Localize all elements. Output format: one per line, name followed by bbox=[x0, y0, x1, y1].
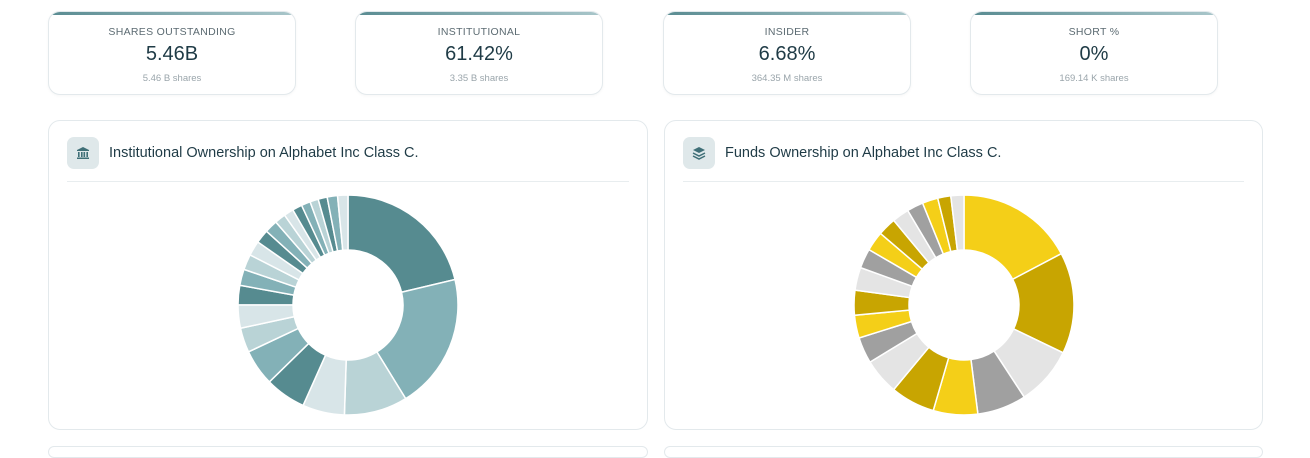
funds-donut-chart bbox=[853, 194, 1075, 416]
card-accent-bar bbox=[49, 12, 295, 15]
panel-title: Funds Ownership on Alphabet Inc Class C. bbox=[725, 145, 1002, 161]
card-accent-bar bbox=[971, 12, 1217, 15]
stat-label: INSIDER bbox=[764, 26, 810, 38]
donut-slice[interactable] bbox=[949, 194, 965, 252]
stat-card-short-percent: SHORT % 0% 169.14 K shares bbox=[970, 11, 1218, 95]
stat-value: 6.68% bbox=[758, 43, 816, 65]
card-accent-bar bbox=[356, 12, 602, 15]
panel-header: Funds Ownership on Alphabet Inc Class C. bbox=[683, 137, 1244, 182]
stat-label: INSTITUTIONAL bbox=[437, 26, 521, 38]
stat-subtext: 169.14 K shares bbox=[1059, 73, 1129, 84]
stat-label: SHARES OUTSTANDING bbox=[108, 26, 236, 38]
stat-subtext: 364.35 M shares bbox=[751, 73, 823, 84]
stat-card-shares-outstanding: SHARES OUTSTANDING 5.46B 5.46 B shares bbox=[48, 11, 296, 95]
bank-icon bbox=[67, 137, 99, 169]
funds-ownership-panel: Funds Ownership on Alphabet Inc Class C. bbox=[664, 120, 1263, 430]
stat-subtext: 3.35 B shares bbox=[449, 73, 509, 84]
stat-label: SHORT % bbox=[1068, 26, 1120, 38]
stat-value: 5.46B bbox=[145, 43, 199, 65]
institutional-donut-chart bbox=[237, 194, 459, 416]
stat-subtext: 5.46 B shares bbox=[142, 73, 202, 84]
stat-value: 0% bbox=[1079, 43, 1109, 65]
institutional-ownership-panel: Institutional Ownership on Alphabet Inc … bbox=[48, 120, 648, 430]
panel-header: Institutional Ownership on Alphabet Inc … bbox=[67, 137, 629, 182]
card-accent-bar bbox=[664, 12, 910, 15]
stat-value: 61.42% bbox=[445, 43, 513, 65]
stat-card-institutional: INSTITUTIONAL 61.42% 3.35 B shares bbox=[355, 11, 603, 95]
donut-slice[interactable] bbox=[347, 194, 456, 294]
stat-card-insider: INSIDER 6.68% 364.35 M shares bbox=[663, 11, 911, 95]
panel-title: Institutional Ownership on Alphabet Inc … bbox=[109, 145, 419, 161]
donut-slice[interactable] bbox=[336, 194, 349, 252]
layers-icon bbox=[683, 137, 715, 169]
